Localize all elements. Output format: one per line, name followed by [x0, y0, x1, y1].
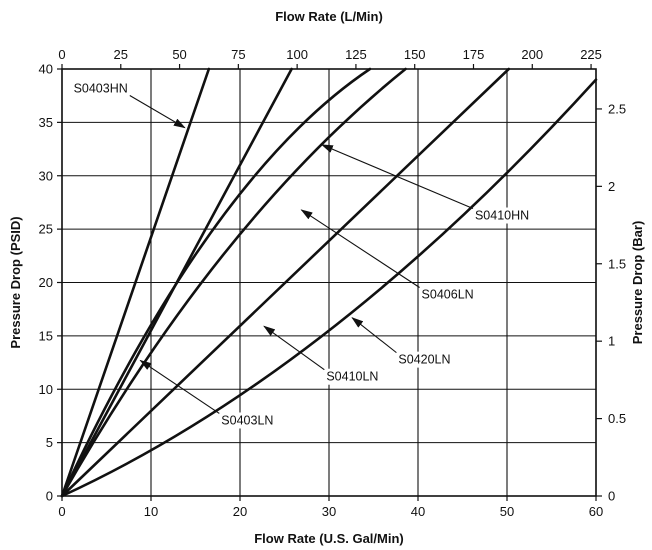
- annotation-label-s0406ln: S0406LN: [422, 288, 474, 302]
- annotation-label-background: [324, 368, 381, 385]
- right-tick-label: 0: [608, 489, 615, 504]
- y-tick-label: 15: [39, 328, 53, 343]
- top-tick-label: 25: [114, 47, 128, 62]
- series-line-s0410ln: [60, 67, 372, 498]
- annotation-arrow-s0410hn: [320, 144, 474, 210]
- x-tick-label: 30: [322, 504, 336, 519]
- x-tick-label: 20: [233, 504, 247, 519]
- annotation-label-s0410hn: S0410HN: [475, 209, 529, 223]
- annotation-label-background: [419, 286, 476, 303]
- top-tick-label: 175: [463, 47, 485, 62]
- y-tick-label: 35: [39, 115, 53, 130]
- y-axis-title: Pressure Drop (PSID): [8, 216, 23, 348]
- y-tick-label: 20: [39, 275, 53, 290]
- series-line-s0406ln: [60, 67, 407, 498]
- annotation-arrow-s0406ln: [300, 209, 420, 288]
- top-tick-label: 225: [580, 47, 602, 62]
- x-axis-title: Flow Rate (U.S. Gal/Min): [254, 531, 404, 546]
- top-tick-label: 125: [345, 47, 367, 62]
- top-tick-label: 200: [521, 47, 543, 62]
- right-tick-label: 2.5: [608, 101, 626, 116]
- x-tick-label: 50: [500, 504, 514, 519]
- grid-layer: [61, 68, 597, 497]
- y-tick-label: 5: [46, 435, 53, 450]
- x-tick-label: 0: [58, 504, 65, 519]
- annotation-arrow-s0403hn: [129, 95, 186, 129]
- y-tick-label: 0: [46, 489, 53, 504]
- right-tick-label: 0.5: [608, 411, 626, 426]
- y-tick-label: 40: [39, 62, 53, 77]
- top-tick-label: 150: [404, 47, 426, 62]
- top-tick-label: 50: [172, 47, 186, 62]
- annotation-label-s0420ln: S0420LN: [398, 353, 450, 367]
- right-tick-label: 1: [608, 334, 615, 349]
- series-line-s0403hn: [60, 67, 211, 498]
- annotation-arrow-s0403ln: [139, 359, 220, 414]
- annotation-label-background: [219, 412, 276, 429]
- series-layer: [60, 67, 598, 498]
- annotation-layer: S0403HN S0410HN S0406LN S0420LN S0410LN S0403…: [71, 80, 532, 429]
- right-axis-title: Pressure Drop (Bar): [630, 221, 645, 345]
- series-line-s0410hn: [60, 67, 511, 498]
- annotation-label-background: [472, 207, 532, 224]
- y-tick-label: 25: [39, 222, 53, 237]
- right-tick-label: 2: [608, 179, 615, 194]
- y-tick-label: 10: [39, 382, 53, 397]
- annotation-label-background: [396, 351, 453, 368]
- annotation-label-s0403hn: S0403HN: [74, 81, 128, 95]
- x-tick-label: 40: [411, 504, 425, 519]
- x-tick-label: 10: [144, 504, 158, 519]
- annotation-arrow-s0410ln: [263, 325, 325, 371]
- annotation-label-background: [71, 80, 130, 97]
- x-tick-label: 60: [589, 504, 603, 519]
- top-tick-label: 100: [286, 47, 308, 62]
- top-tick-label: 75: [231, 47, 245, 62]
- y-tick-label: 30: [39, 168, 53, 183]
- annotation-label-s0410ln: S0410LN: [326, 370, 378, 384]
- top-tick-label: 0: [58, 47, 65, 62]
- annotation-arrow-s0420ln: [351, 317, 397, 354]
- series-line-s0420ln: [60, 78, 598, 498]
- top-axis-title: Flow Rate (L/Min): [275, 9, 383, 24]
- annotation-label-s0403ln: S0403LN: [221, 413, 273, 427]
- right-tick-label: 1.5: [608, 256, 626, 271]
